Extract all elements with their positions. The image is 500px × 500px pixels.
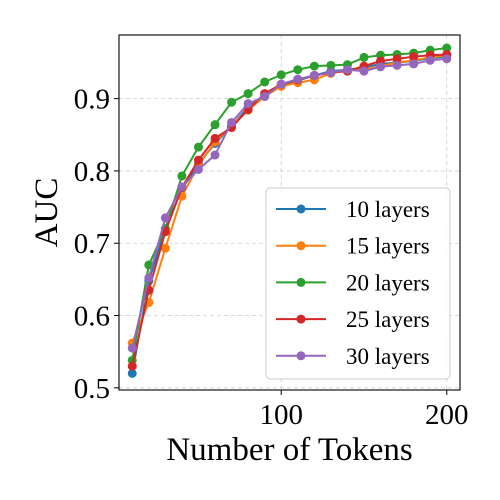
x-tick-label: 200 xyxy=(425,399,469,431)
legend-label: 10 layers xyxy=(346,197,430,222)
legend-label: 30 layers xyxy=(346,344,430,369)
tick-layer: 100 200 0.5 0.6 0.7 0.8 0.9 xyxy=(74,84,469,431)
series-layer xyxy=(127,43,452,378)
x-axis-title: Number of Tokens xyxy=(166,432,412,468)
data-point xyxy=(193,164,203,174)
data-point xyxy=(425,55,435,65)
data-point xyxy=(227,97,237,107)
y-tick-label: 0.6 xyxy=(74,301,110,333)
legend-item: 20 layers xyxy=(276,270,430,295)
legend-item: 15 layers xyxy=(276,234,430,259)
legend-swatch-marker xyxy=(296,277,306,287)
data-point xyxy=(227,117,237,127)
data-point xyxy=(193,142,203,152)
legend-label: 15 layers xyxy=(346,234,430,259)
plot-frame xyxy=(118,34,461,391)
legend-box xyxy=(265,187,451,380)
data-point xyxy=(293,65,303,75)
data-point xyxy=(193,155,203,165)
data-point xyxy=(144,273,154,283)
data-point xyxy=(210,150,220,160)
data-point xyxy=(160,213,170,223)
y-tick-label: 0.8 xyxy=(74,156,110,188)
data-point xyxy=(243,99,253,109)
data-point xyxy=(160,243,170,253)
legend-swatch-marker xyxy=(296,314,306,324)
legend-swatch-marker xyxy=(296,204,306,214)
legend-label: 20 layers xyxy=(346,270,430,295)
legend-item: 30 layers xyxy=(276,344,430,369)
data-point xyxy=(359,52,369,62)
y-tick-label: 0.5 xyxy=(74,373,110,405)
data-point xyxy=(293,74,303,84)
data-point xyxy=(177,171,187,181)
y-axis-title: AUC xyxy=(29,178,65,248)
data-point xyxy=(260,91,270,101)
legend-label: 25 layers xyxy=(346,307,430,332)
data-point xyxy=(127,361,137,371)
data-point xyxy=(127,368,137,378)
data-point xyxy=(442,54,452,64)
legend-swatch-marker xyxy=(296,241,306,251)
data-point xyxy=(442,43,452,53)
data-point xyxy=(392,54,402,64)
legend-swatch-marker xyxy=(296,351,306,361)
data-point xyxy=(409,52,419,62)
data-point xyxy=(260,77,270,87)
data-point xyxy=(342,65,352,75)
legend: 10 layers 15 layers 20 layers 25 layers 30 l… xyxy=(265,187,451,380)
legend-item: 25 layers xyxy=(276,307,430,332)
data-point xyxy=(210,133,220,143)
data-point xyxy=(127,343,137,353)
legend-item: 10 layers xyxy=(276,197,430,222)
data-point xyxy=(309,70,319,80)
data-point xyxy=(392,60,402,70)
data-point xyxy=(376,62,386,72)
data-point xyxy=(177,182,187,192)
data-point xyxy=(359,66,369,76)
data-point xyxy=(409,59,419,69)
data-point xyxy=(309,61,319,71)
x-tick-label: 100 xyxy=(259,399,303,431)
series-30-layers xyxy=(127,54,452,353)
data-point xyxy=(243,89,253,99)
data-point xyxy=(276,70,286,80)
data-point xyxy=(210,120,220,130)
y-tick-label: 0.9 xyxy=(74,84,110,116)
data-point xyxy=(326,68,336,78)
y-tick-label: 0.7 xyxy=(74,228,110,260)
data-point xyxy=(276,79,286,89)
data-point xyxy=(326,60,336,70)
